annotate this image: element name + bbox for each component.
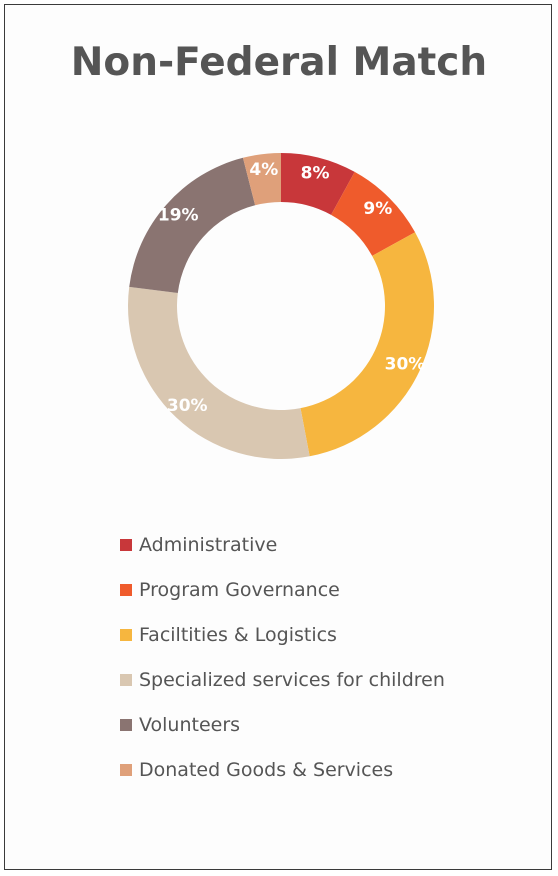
legend-swatch-1: [120, 538, 132, 551]
legend-item-3: Faciltities & Logistics: [120, 612, 445, 657]
legend-swatch-2: [120, 583, 132, 596]
chart-legend: Administrative Program Governance Faciltit…: [120, 522, 445, 792]
chart-title: Non-Federal Match: [70, 40, 488, 85]
donut-slice-2: [331, 171, 416, 256]
legend-swatch-6: [120, 763, 132, 776]
legend-item-6: Donated Goods & Services: [120, 747, 445, 792]
legend-label-3: Faciltities & Logistics: [139, 623, 337, 646]
donut-slice-5: [129, 157, 256, 293]
legend-label-1: Administrative: [139, 533, 278, 556]
slice-label-5: 19%: [158, 205, 199, 225]
legend-swatch-5: [120, 718, 132, 731]
legend-label-5: Volunteers: [139, 713, 241, 736]
slice-label-6: 4%: [249, 160, 278, 180]
legend-swatch-4: [120, 673, 132, 686]
legend-label-6: Donated Goods & Services: [139, 758, 394, 781]
slice-label-1: 8%: [301, 163, 330, 183]
donut-slice-4: [127, 286, 310, 459]
legend-label-4: Specialized services for children: [139, 668, 445, 691]
donut-slice-3: [300, 232, 434, 457]
legend-item-5: Volunteers: [120, 702, 445, 747]
legend-swatch-3: [120, 628, 132, 641]
slice-label-4: 30%: [167, 396, 208, 416]
legend-label-2: Program Governance: [139, 578, 340, 601]
legend-item-1: Administrative: [120, 522, 445, 567]
legend-item-2: Program Governance: [120, 567, 445, 612]
slice-label-3: 30%: [385, 354, 426, 374]
donut-slice-6: [242, 153, 281, 206]
legend-item-4: Specialized services for children: [120, 657, 445, 702]
donut-slice-1: [281, 153, 355, 215]
slice-label-2: 9%: [363, 199, 392, 219]
